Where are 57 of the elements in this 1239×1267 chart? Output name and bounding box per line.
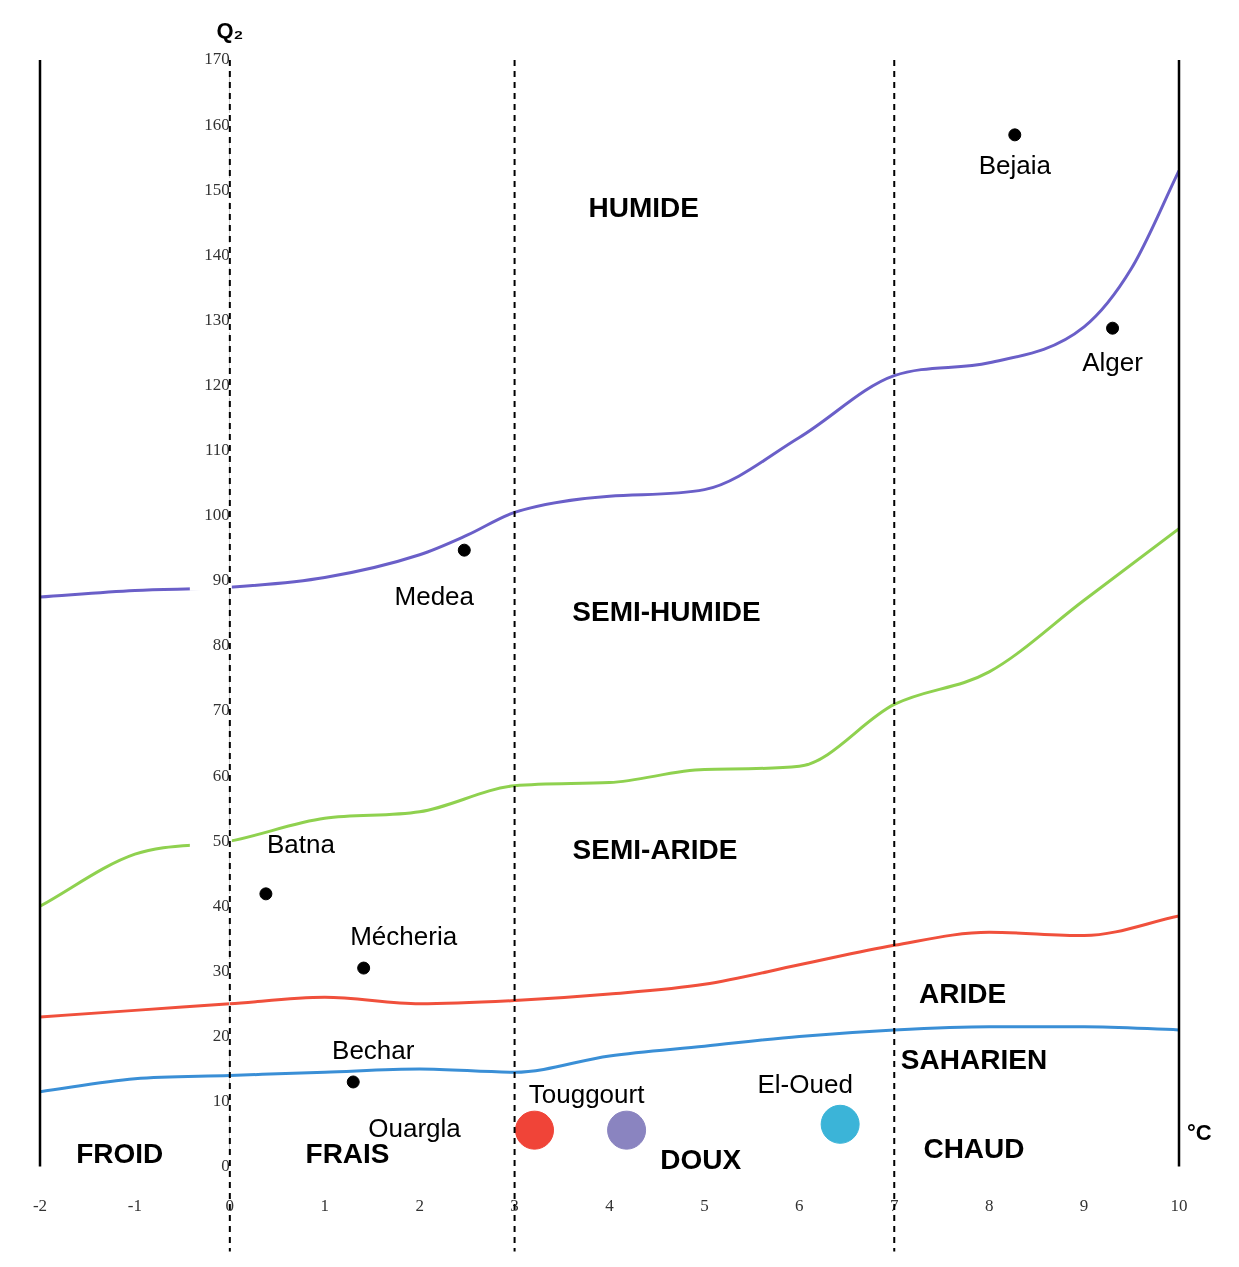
annotation: DOUX [660, 1143, 742, 1175]
annotation: Alger [1082, 347, 1144, 378]
x-axis-title: °C [1187, 1120, 1212, 1146]
y-tick-label: 150 [204, 179, 230, 199]
point [515, 1110, 555, 1150]
y-axis-title: Q₂ [216, 18, 244, 44]
x-tick-label: 1 [320, 1196, 329, 1216]
x-tick-label: 2 [415, 1196, 424, 1216]
annotation: ARIDE [919, 977, 1007, 1009]
line-series [40, 914, 1179, 1019]
annotation: SEMI-HUMIDE [572, 596, 761, 628]
x-tick-label: 10 [1170, 1196, 1188, 1216]
x-tick-label: 4 [605, 1196, 615, 1216]
y-tick-label: 20 [212, 1025, 230, 1045]
y-tick-label: 140 [204, 244, 230, 264]
x-tick-label: 6 [795, 1196, 804, 1216]
x-tick-label: 3 [510, 1196, 519, 1216]
x-tick-label: -2 [32, 1196, 48, 1216]
x-tick-label: 9 [1079, 1196, 1089, 1216]
x-tick-label: -1 [127, 1196, 142, 1216]
annotation: Bechar [332, 1035, 415, 1066]
point [607, 1110, 647, 1150]
annotation: FROID [76, 1138, 164, 1170]
annotation: Medea [394, 581, 475, 612]
annotation: Bejaia [978, 150, 1052, 181]
y-tick-label: 30 [212, 960, 230, 980]
point [820, 1104, 860, 1144]
y-tick-label: 160 [204, 114, 230, 134]
annotation: CHAUD [923, 1132, 1025, 1164]
y-tick-label: 100 [204, 505, 230, 525]
annotation: Batna [266, 829, 336, 860]
y-tick-label: 170 [204, 49, 230, 69]
point [1008, 128, 1022, 142]
annotation: HUMIDE [588, 192, 699, 224]
y-tick-label: 110 [204, 440, 230, 460]
y-tick-label: 0 [221, 1156, 230, 1176]
point [357, 961, 371, 975]
y-tick-label: 70 [212, 700, 230, 720]
x-tick-label: 8 [984, 1196, 994, 1216]
annotation: Mécheria [350, 921, 458, 952]
annotation: SEMI-ARIDE [572, 833, 738, 865]
y-tick-label: 120 [204, 374, 230, 394]
point [346, 1075, 360, 1089]
y-tick-label: 60 [212, 765, 230, 785]
y-tick-label: 80 [212, 635, 230, 655]
y-tick-label: 130 [204, 309, 230, 329]
y-tick-label: 90 [212, 570, 230, 590]
point [259, 887, 273, 901]
point [1106, 321, 1120, 335]
x-tick-label: 5 [700, 1196, 709, 1216]
y-tick-label: 50 [212, 830, 230, 850]
point [457, 543, 471, 557]
annotation: SAHARIEN [900, 1044, 1048, 1076]
annotation: El-Oued [757, 1069, 853, 1100]
y-tick-label: 40 [212, 895, 230, 915]
y-tick-label: 10 [212, 1090, 230, 1110]
annotation: Touggourt [528, 1079, 646, 1110]
